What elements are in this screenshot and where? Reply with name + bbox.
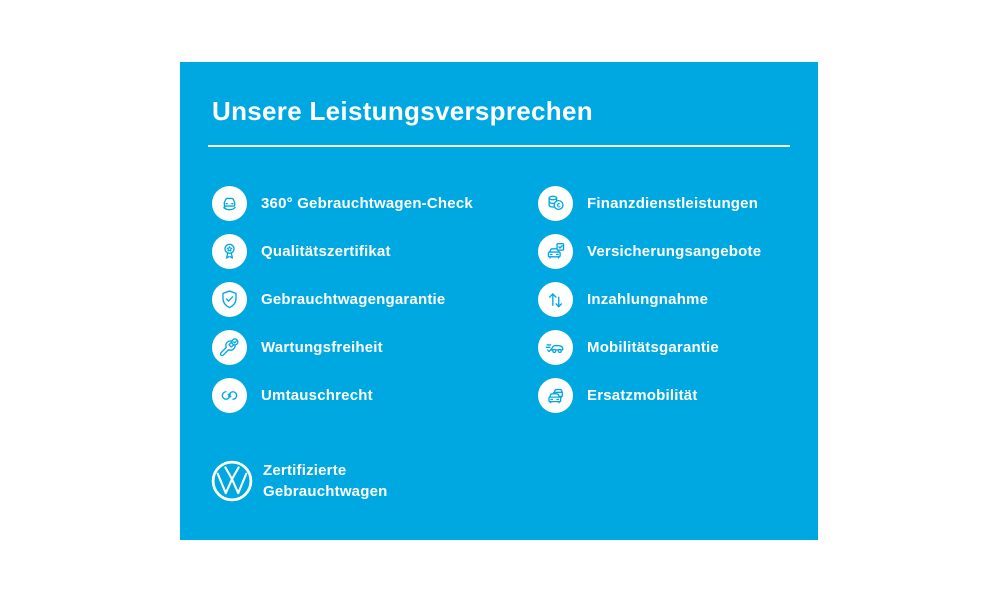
panel-title: Unsere Leistungsversprechen <box>212 96 593 126</box>
list-item: Umtauschrecht <box>212 378 538 413</box>
promise-label: Qualitätszertifikat <box>261 243 391 260</box>
wrench-check-icon <box>212 330 247 365</box>
list-item: Mobilitätsgarantie <box>538 330 761 365</box>
promise-label: Ersatzmobilität <box>587 387 698 404</box>
list-item: Wartungsfreiheit <box>212 330 538 365</box>
brand-footer: Zertifizierte Gebrauchtwagen <box>210 459 818 503</box>
promise-label: Finanzdienstleistungen <box>587 195 759 212</box>
service-promises-panel: Unsere Leistungsversprechen 360° Gebrauc… <box>180 62 818 540</box>
promises-grid: 360° Gebrauchtwagen-Check Qualitätszerti… <box>212 186 818 413</box>
promise-label: Umtauschrecht <box>261 387 373 404</box>
list-item: € Finanzdienstleistungen <box>538 186 761 221</box>
promise-label: Versicherungsangebote <box>587 243 762 260</box>
car-360-icon <box>212 186 247 221</box>
promise-label: Inzahlungnahme <box>587 291 709 308</box>
exchange-arrows-icon <box>212 378 247 413</box>
promise-label: Gebrauchtwagengarantie <box>261 291 446 308</box>
car-motion-check-icon <box>538 330 573 365</box>
promises-column-left: 360° Gebrauchtwagen-Check Qualitätszerti… <box>212 186 538 413</box>
car-checklist-icon <box>538 234 573 269</box>
coins-euro-icon: € <box>538 186 573 221</box>
list-item: Versicherungsangebote <box>538 234 761 269</box>
quality-certificate-icon <box>212 234 247 269</box>
brand-label: Zertifizierte Gebrauchtwagen <box>263 460 388 502</box>
list-item: Qualitätszertifikat <box>212 234 538 269</box>
list-item: 360° Gebrauchtwagen-Check <box>212 186 538 221</box>
list-item: Gebrauchtwagengarantie <box>212 282 538 317</box>
brand-label-line1: Zertifizierte <box>263 462 347 479</box>
brand-label-line2: Gebrauchtwagen <box>263 483 388 500</box>
list-item: Inzahlungnahme <box>538 282 761 317</box>
promise-label: Wartungsfreiheit <box>261 339 383 356</box>
list-item: Ersatzmobilität <box>538 378 761 413</box>
shield-check-icon <box>212 282 247 317</box>
promise-label: 360° Gebrauchtwagen-Check <box>261 195 473 212</box>
svg-text:€: € <box>557 202 561 209</box>
promises-column-right: € Finanzdienstleistungen Versicherungsan… <box>538 186 761 413</box>
vw-logo-icon <box>210 459 254 503</box>
arrows-up-down-icon <box>538 282 573 317</box>
two-cars-icon <box>538 378 573 413</box>
title-divider <box>208 145 790 147</box>
promise-label: Mobilitätsgarantie <box>587 339 719 356</box>
